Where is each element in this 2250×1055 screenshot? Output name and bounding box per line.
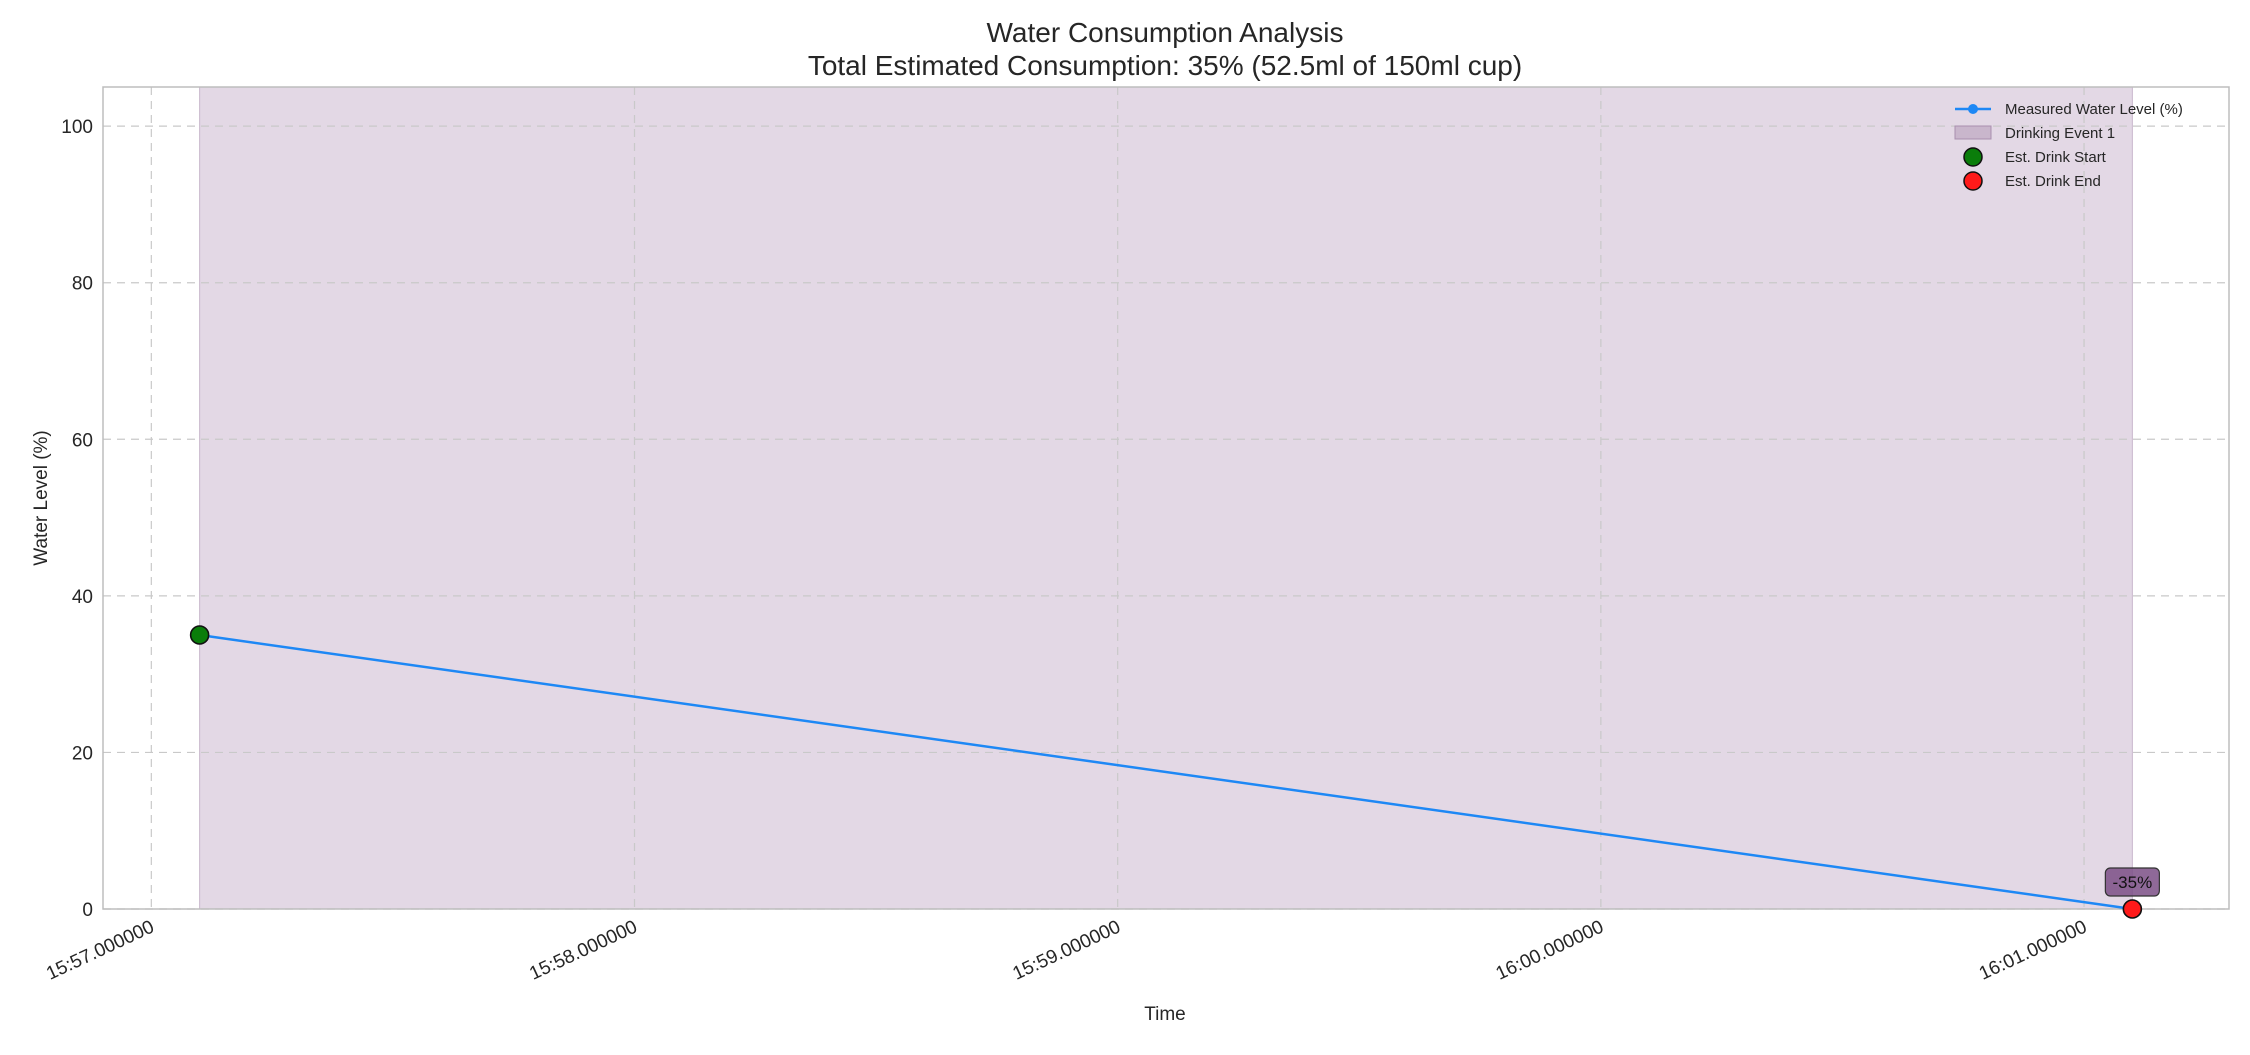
x-tick-label-0: 15:57.000000 [43,916,157,984]
y-tick-label-1: 20 [72,743,93,764]
legend-1-patch [1954,125,1992,140]
marker-drink-end [2122,899,2143,919]
chart-subtitle: Total Estimated Consumption: 35% (52.5ml… [808,50,1522,81]
x-tick-label-4: 16:01.000000 [1976,916,2090,984]
legend-2-marker [1963,147,1983,167]
legend-3-label: Est. Drink End [2005,173,2101,190]
plot-frame [102,86,2230,910]
annotation-label-1: -35% [2113,873,2153,892]
x-tick-label-2: 15:59.000000 [1010,916,1124,984]
x-axis-label: Time [1144,1004,1186,1025]
y-tick-label-0: 0 [82,900,93,921]
annotation-box-1 [2104,867,2160,897]
legend-3-marker [1963,171,1983,191]
marker-drink-start [189,625,210,645]
y-axis-label: Water Level (%) [31,430,52,566]
legend-0-label: Measured Water Level (%) [2005,101,2183,118]
shaded-region-1 [199,86,2133,910]
legend-0-line-dot [1968,104,1978,114]
x-tick-label-1: 15:58.000000 [526,916,640,984]
y-tick-label-3: 60 [72,430,93,451]
y-tick-label-5: 100 [61,117,93,138]
y-tick-label-2: 40 [72,587,93,608]
x-tick-label-3: 16:00.000000 [1493,916,1607,984]
series-line-1 [199,633,2133,911]
legend-1-label: Drinking Event 1 [2005,125,2115,142]
y-tick-label-4: 80 [72,274,93,295]
chart-title: Water Consumption Analysis [987,17,1344,48]
legend-2-label: Est. Drink Start [2005,149,2107,166]
